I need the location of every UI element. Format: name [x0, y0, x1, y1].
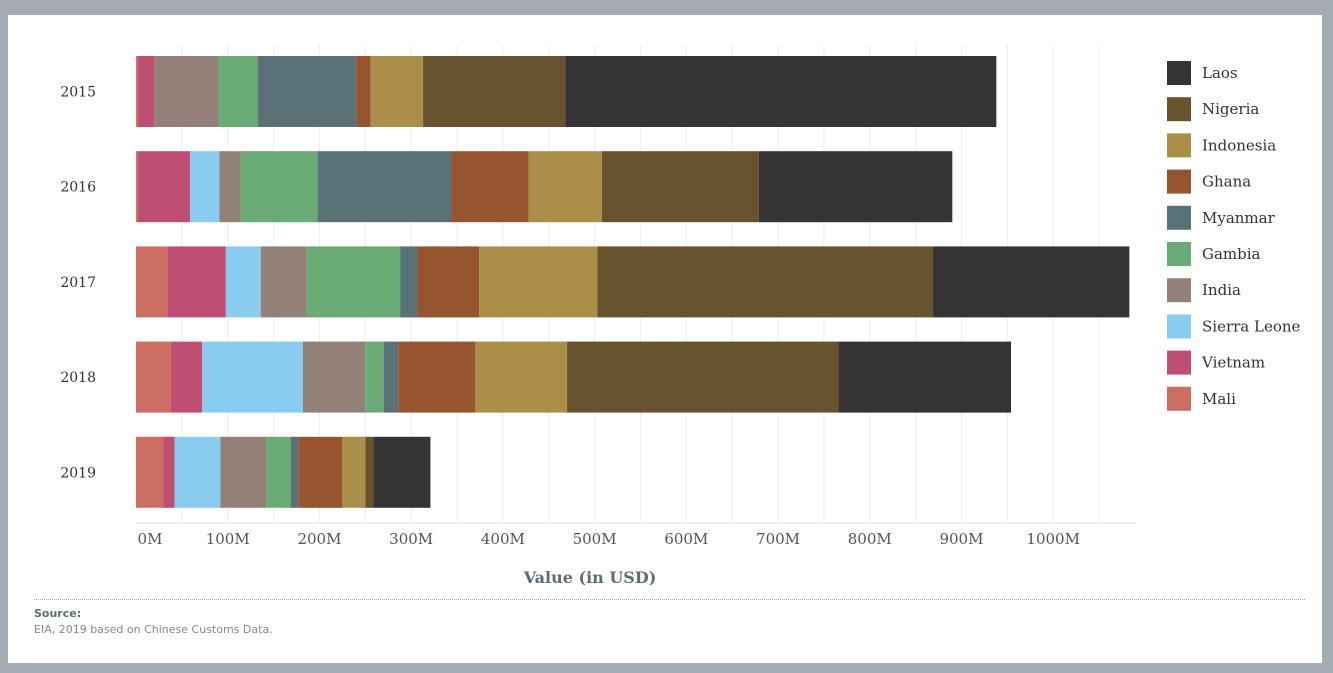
- y-tick-label: 2019: [60, 465, 96, 481]
- legend-swatch: [1167, 350, 1191, 375]
- legend-swatch: [1167, 61, 1191, 85]
- legend-label: India: [1202, 281, 1241, 299]
- bar-segment: [342, 436, 366, 508]
- bar-segment: [838, 341, 1012, 413]
- bar-segment: [365, 341, 384, 413]
- legend-label: Indonesia: [1202, 136, 1276, 154]
- bar-segment: [174, 436, 221, 508]
- bar-segment: [475, 341, 568, 413]
- y-tick-label: 2016: [60, 180, 96, 196]
- legend-swatch: [1167, 278, 1191, 303]
- bar-segment: [202, 341, 303, 413]
- source-divider: [34, 599, 1305, 600]
- bar-segment: [240, 151, 318, 223]
- bar-segment: [136, 341, 171, 413]
- bar-segment: [565, 56, 997, 127]
- bar-segment: [601, 151, 759, 223]
- bar-segment: [933, 246, 1130, 318]
- bar-segment: [383, 341, 399, 413]
- bar-segment: [163, 436, 175, 508]
- bar-segment: [356, 56, 371, 127]
- chart: 2015 2016 2017 2018 2019 0M 100M 200M 300M 400M 5…: [60, 45, 1301, 585]
- bar-segment: [220, 436, 267, 508]
- legend-label: Gambia: [1202, 245, 1261, 263]
- x-axis-ticks: 0M 100M 200M 300M 400M 500M 600M 700M 800M 900M 10…: [138, 530, 1080, 548]
- bar-segment: [170, 341, 203, 413]
- bar-segment: [479, 246, 598, 318]
- y-tick-label: 2018: [60, 370, 96, 386]
- x-tick-label: 500M: [573, 530, 617, 548]
- bar-segment: [373, 436, 431, 508]
- legend-swatch: [1167, 314, 1191, 339]
- bar-segment: [137, 151, 191, 223]
- x-tick-label: 200M: [297, 530, 341, 548]
- bar-segment: [260, 246, 307, 318]
- x-tick-label: 700M: [756, 530, 800, 548]
- x-tick-label: 0M: [138, 530, 163, 548]
- x-tick-label: 600M: [664, 530, 708, 548]
- bar-segment: [167, 246, 226, 318]
- bar-segment: [136, 246, 168, 318]
- bar-segment: [154, 56, 219, 127]
- legend-swatch: [1167, 97, 1191, 122]
- source-title: Source:: [34, 607, 82, 620]
- bar-segment: [219, 151, 241, 223]
- y-tick-label: 2017: [60, 275, 96, 291]
- bar-segment: [398, 341, 476, 413]
- x-tick-label: 100M: [206, 530, 250, 548]
- legend-label: Nigeria: [1202, 100, 1259, 118]
- chart-frame: 2015 2016 2017 2018 2019 0M 100M 200M 300M 400M 5…: [8, 15, 1322, 663]
- bar-segment: [370, 56, 424, 127]
- legend-swatch: [1167, 205, 1191, 230]
- bar-segment: [302, 341, 366, 413]
- bar-segment: [266, 436, 292, 508]
- bar-segment: [190, 151, 220, 223]
- legend-label: Vietnam: [1201, 354, 1265, 372]
- bars: [136, 56, 1130, 508]
- legend-label: Myanmar: [1202, 209, 1276, 227]
- legend-label: Sierra Leone: [1202, 317, 1301, 335]
- bar-segment: [417, 246, 480, 318]
- legend-swatch: [1167, 169, 1191, 194]
- bar-segment: [136, 436, 164, 508]
- bar-segment: [306, 246, 401, 318]
- x-tick-label: 800M: [848, 530, 892, 548]
- bar-segment: [136, 151, 138, 223]
- bar-segment: [597, 246, 934, 318]
- legend-label: Laos: [1202, 64, 1238, 82]
- bar-segment: [136, 56, 138, 127]
- bar-segment: [291, 436, 299, 508]
- x-tick-label: 1000M: [1026, 530, 1080, 548]
- bar-segment: [317, 151, 452, 223]
- bar-segment: [423, 56, 566, 127]
- bar-segment: [758, 151, 953, 223]
- legend-swatch: [1167, 133, 1191, 158]
- bar-segment: [137, 56, 155, 127]
- x-tick-label: 400M: [481, 530, 525, 548]
- x-tick-label: 900M: [939, 530, 983, 548]
- legend: Laos Nigeria Indonesia Ghana Myanmar Gambia In…: [1167, 61, 1301, 411]
- legend-label: Ghana: [1202, 173, 1251, 191]
- bar-segment: [365, 436, 374, 508]
- source-text: EIA, 2019 based on Chinese Customs Data.: [34, 623, 273, 636]
- legend-label: Mali: [1202, 390, 1236, 408]
- bar-segment: [528, 151, 602, 223]
- y-tick-label: 2015: [60, 85, 96, 101]
- bar-segment: [218, 56, 258, 127]
- x-axis-title: Value (in USD): [523, 568, 657, 585]
- bar-segment: [567, 341, 839, 413]
- bar-segment: [257, 56, 357, 127]
- legend-swatch: [1167, 242, 1191, 266]
- y-axis-labels: 2015 2016 2017 2018 2019: [60, 85, 96, 482]
- bar-segment: [400, 246, 418, 318]
- bar-segment: [451, 151, 529, 223]
- legend-swatch: [1167, 386, 1191, 411]
- x-tick-label: 300M: [389, 530, 433, 548]
- bar-segment: [298, 436, 343, 508]
- bar-segment: [225, 246, 261, 318]
